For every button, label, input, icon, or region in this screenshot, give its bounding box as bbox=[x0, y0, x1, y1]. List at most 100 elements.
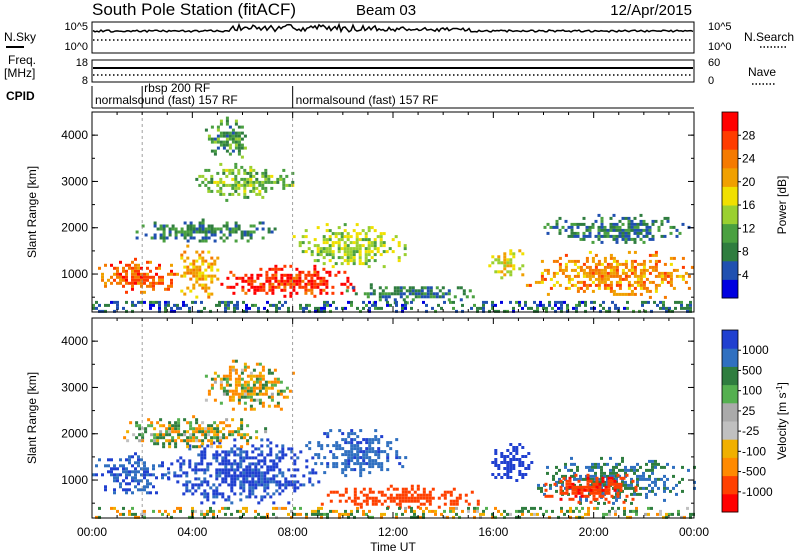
data-cell bbox=[410, 484, 414, 488]
data-cell bbox=[604, 491, 608, 495]
data-cell bbox=[380, 515, 383, 519]
data-cell bbox=[395, 512, 398, 516]
data-cell bbox=[434, 509, 437, 513]
data-cell bbox=[171, 424, 175, 428]
data-cell bbox=[207, 427, 211, 431]
data-cell bbox=[267, 230, 271, 234]
data-cell bbox=[260, 438, 264, 442]
data-cell bbox=[268, 279, 272, 283]
data-cell bbox=[263, 480, 267, 484]
data-cell bbox=[279, 174, 283, 178]
data-cell bbox=[521, 252, 525, 256]
data-cell bbox=[240, 389, 244, 393]
data-cell bbox=[395, 502, 399, 506]
data-cell bbox=[629, 515, 632, 519]
data-cell bbox=[245, 471, 249, 475]
data-cell bbox=[515, 446, 519, 449]
data-cell bbox=[651, 465, 654, 469]
data-cell bbox=[609, 289, 613, 293]
data-cell bbox=[265, 279, 269, 283]
data-cell bbox=[518, 464, 522, 467]
data-cell bbox=[636, 225, 640, 229]
data-cell bbox=[567, 234, 571, 238]
data-cell bbox=[152, 300, 155, 304]
data-cell bbox=[233, 444, 237, 448]
data-cell bbox=[261, 180, 265, 184]
data-cell bbox=[518, 458, 522, 461]
data-cell bbox=[292, 282, 296, 286]
data-cell bbox=[332, 462, 336, 466]
colorbar-tick-label: -100 bbox=[742, 444, 766, 458]
data-cell bbox=[158, 281, 161, 285]
data-cell bbox=[404, 506, 407, 510]
data-cell bbox=[437, 496, 441, 500]
data-cell bbox=[570, 234, 574, 238]
data-cell bbox=[367, 250, 371, 254]
data-cell bbox=[410, 515, 413, 519]
data-cell bbox=[621, 234, 625, 238]
data-cell bbox=[268, 276, 272, 280]
data-cell bbox=[224, 498, 228, 502]
data-cell bbox=[626, 515, 629, 519]
data-cell bbox=[314, 309, 317, 313]
data-cell bbox=[558, 228, 562, 232]
data-cell bbox=[237, 430, 241, 434]
data-cell bbox=[210, 227, 214, 231]
data-cell bbox=[299, 512, 302, 516]
data-cell bbox=[189, 427, 193, 431]
data-cell bbox=[213, 259, 217, 263]
data-cell bbox=[648, 225, 652, 229]
data-cell bbox=[222, 436, 226, 440]
data-cell bbox=[201, 283, 205, 287]
data-cell bbox=[488, 264, 492, 268]
data-cell bbox=[350, 450, 354, 454]
data-cell bbox=[234, 221, 238, 225]
data-cell bbox=[289, 273, 293, 277]
data-cell bbox=[319, 250, 323, 254]
data-cell bbox=[122, 284, 125, 288]
data-cell bbox=[404, 490, 408, 494]
data-cell bbox=[373, 259, 377, 263]
data-cell bbox=[170, 462, 174, 466]
data-cell bbox=[213, 436, 217, 440]
data-cell bbox=[198, 224, 202, 228]
data-cell bbox=[624, 262, 628, 266]
data-cell bbox=[137, 458, 140, 462]
data-cell bbox=[128, 266, 131, 270]
data-cell bbox=[275, 303, 278, 307]
data-cell bbox=[391, 250, 395, 254]
data-cell bbox=[657, 271, 661, 275]
data-cell bbox=[183, 230, 187, 234]
data-cell bbox=[422, 512, 425, 516]
data-cell bbox=[329, 303, 332, 307]
data-cell bbox=[279, 380, 283, 384]
data-cell bbox=[571, 482, 575, 486]
data-cell bbox=[419, 496, 423, 500]
colorbar-swatch bbox=[722, 149, 738, 169]
data-cell bbox=[564, 274, 568, 278]
data-cell bbox=[618, 219, 622, 223]
data-cell bbox=[368, 300, 371, 304]
data-cell bbox=[158, 309, 161, 313]
data-cell bbox=[227, 306, 230, 310]
data-cell bbox=[216, 374, 220, 378]
data-cell bbox=[210, 180, 214, 184]
data-cell bbox=[164, 509, 167, 513]
data-cell bbox=[104, 488, 107, 492]
data-cell bbox=[332, 509, 335, 513]
data-cell bbox=[597, 280, 601, 284]
data-cell bbox=[657, 274, 661, 278]
data-cell bbox=[386, 506, 389, 510]
data-cell bbox=[335, 441, 339, 445]
data-cell bbox=[341, 512, 344, 516]
data-cell bbox=[645, 268, 649, 272]
data-cell bbox=[195, 439, 199, 443]
data-cell bbox=[542, 512, 545, 516]
data-cell bbox=[267, 174, 271, 178]
data-cell bbox=[210, 445, 214, 449]
data-cell bbox=[231, 395, 235, 399]
data-cell bbox=[171, 439, 175, 443]
data-cell bbox=[159, 433, 163, 437]
data-cell bbox=[203, 477, 207, 481]
data-cell bbox=[317, 506, 320, 510]
